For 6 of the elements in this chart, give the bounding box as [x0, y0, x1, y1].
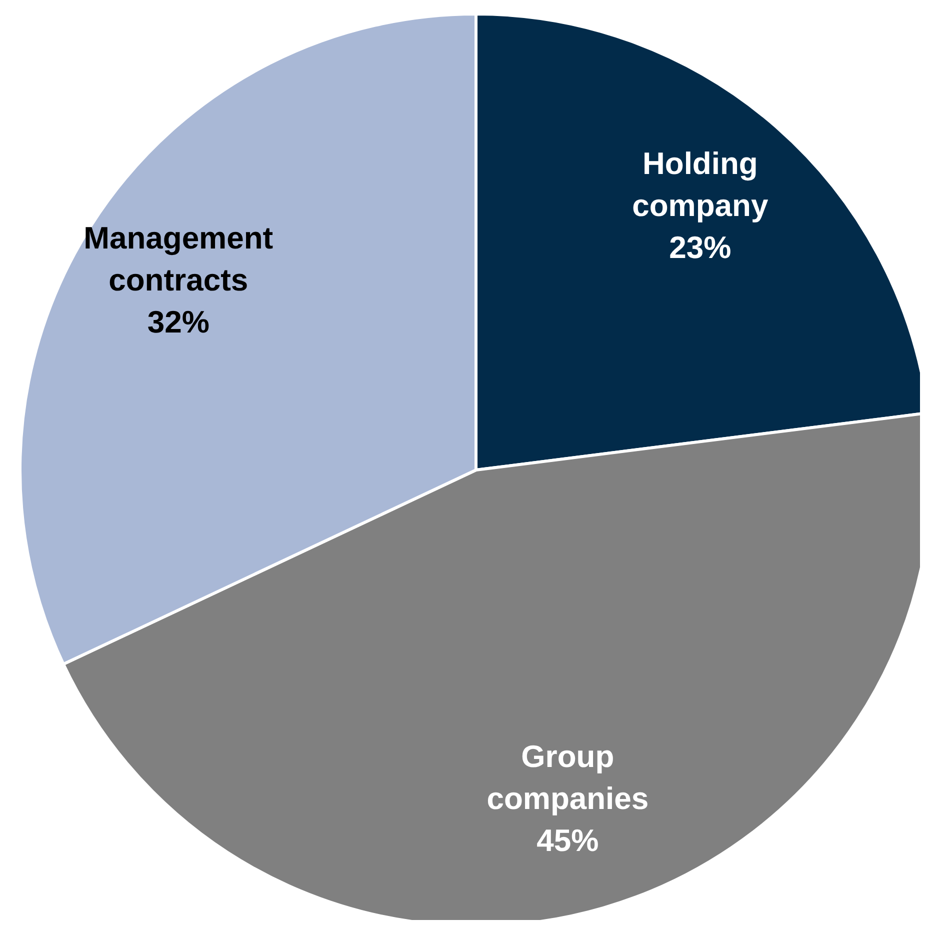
data-label: 23% [669, 230, 732, 265]
data-label: 45% [536, 822, 599, 858]
slice-label: Holding company [632, 146, 769, 223]
slice-label: Group companies [486, 738, 649, 816]
data-label: 32% [147, 304, 210, 339]
slice-label: Management contracts [84, 220, 274, 297]
